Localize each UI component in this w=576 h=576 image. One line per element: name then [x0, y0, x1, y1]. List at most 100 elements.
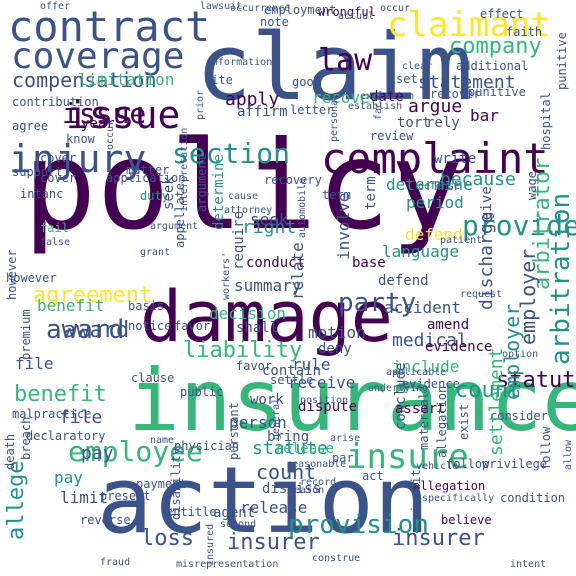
word-right: right: [242, 217, 297, 238]
word-fail: fail: [40, 221, 69, 235]
word-language: language: [382, 242, 460, 261]
word-public: public: [180, 385, 224, 399]
word-limit: limit: [60, 488, 109, 507]
word-prior: prior: [195, 89, 206, 120]
word-reason: reason: [288, 485, 325, 496]
word-intanc: intanc: [20, 187, 64, 201]
word-limitation: limitation: [78, 70, 175, 89]
word-damage: damage: [140, 276, 393, 358]
word-defend: defend: [405, 225, 463, 244]
word-wrongful: wrongful: [318, 5, 376, 19]
word-period: period: [406, 193, 464, 212]
word-agree: agree: [12, 119, 49, 133]
word-company: company: [449, 34, 542, 59]
word-note: note: [260, 15, 289, 29]
word-involve: involve: [334, 192, 353, 260]
word-affirm: affirm: [237, 104, 288, 120]
word-occur-v: occur: [105, 119, 116, 150]
word-party: party: [338, 288, 417, 318]
word-write: write: [434, 151, 477, 167]
word-matter: matter: [126, 163, 170, 177]
word-clear: clear: [402, 61, 433, 72]
word-give: give: [479, 186, 495, 220]
word-position: position: [300, 395, 349, 406]
word-additional: additional: [456, 59, 529, 73]
word-settle: settle: [270, 373, 314, 387]
word-favor: favor: [174, 319, 211, 333]
word-record: record: [300, 477, 337, 488]
word-loss: loss: [141, 526, 194, 551]
word-contribution: contribution: [12, 95, 99, 109]
word-agent: agent: [213, 505, 256, 521]
word-liability: liability: [183, 338, 303, 363]
word-basis: basis: [128, 299, 165, 313]
word-rule: rule: [292, 355, 331, 374]
word-seek: seek: [250, 210, 289, 229]
word-physician: physician: [174, 439, 240, 453]
word-provide: provide: [462, 209, 576, 242]
word-second: second: [220, 519, 257, 530]
word-misrepresentation: misrepresentation: [176, 559, 279, 570]
word-date: date: [370, 89, 404, 105]
word-employee: employee: [68, 435, 203, 468]
word-file-b: file: [15, 354, 54, 373]
word-year: year: [81, 116, 115, 132]
word-duty: duty: [140, 189, 169, 203]
word-contain: contain: [262, 363, 322, 379]
word-insure: insure: [346, 437, 469, 477]
word-deny: deny: [318, 341, 352, 357]
word-determine: determine: [386, 175, 473, 194]
word-include-b: evidence: [425, 339, 493, 355]
word-conclude: conclude: [393, 362, 409, 430]
word-require: require: [231, 210, 247, 270]
word-personal: personal: [329, 93, 340, 142]
word-automobile: automobile: [297, 177, 308, 238]
word-section: section: [172, 137, 291, 170]
word-entitle: entitle: [166, 505, 217, 519]
word-punitive: punitive: [468, 85, 526, 99]
word-award-b: award: [63, 318, 130, 343]
word-cite: cite: [204, 73, 233, 87]
word-circuit-v: wage: [525, 171, 539, 200]
word-par: par: [332, 451, 354, 465]
word-general: general: [271, 397, 282, 440]
word-name: name: [150, 435, 175, 446]
word-relate: relate: [288, 242, 307, 300]
word-provision: provision: [288, 510, 429, 540]
word-effect: effect: [480, 7, 524, 21]
word-support: support: [12, 165, 63, 179]
word-specifically: specifically: [422, 493, 495, 504]
word-allegation-v: allegation: [435, 385, 449, 458]
word-file: file: [59, 407, 103, 428]
word-recovery: recovery: [264, 173, 322, 187]
word-recover: recover: [312, 88, 380, 107]
word-present: present: [100, 489, 151, 503]
word-pursuant: pursuant: [227, 402, 241, 460]
word-insured: insured: [205, 523, 216, 566]
word-grant: grant: [140, 247, 171, 258]
word-clause: clause: [131, 371, 175, 385]
word-request: request: [460, 289, 503, 300]
word-work: work: [250, 392, 284, 408]
word-follow: follow: [446, 457, 490, 471]
word-base: base: [352, 255, 386, 271]
word-cause: cause: [228, 191, 259, 202]
word-company-alt: count: [455, 378, 522, 403]
word-patient: patient: [440, 235, 483, 246]
word-lawsuit: lawsuit: [200, 1, 243, 12]
word-provision-b: insurer: [392, 526, 485, 551]
word-actual: actual: [338, 11, 375, 22]
word-insurer: insurer: [227, 530, 320, 555]
word-statute: statute: [252, 438, 328, 459]
word-punitive-v: punitive: [555, 32, 569, 90]
word-argument-v: argument: [195, 154, 209, 212]
word-benefit: benefit: [14, 382, 107, 407]
word-seek-v: seek: [161, 176, 177, 210]
word-payment: payment: [136, 477, 187, 491]
word-statement: statement: [418, 72, 516, 93]
word-action: action: [97, 447, 430, 554]
word-agreement: agreement: [33, 283, 153, 308]
word-person: person: [229, 413, 287, 432]
word-notice: notice: [128, 319, 172, 333]
word-include: include: [392, 357, 460, 376]
